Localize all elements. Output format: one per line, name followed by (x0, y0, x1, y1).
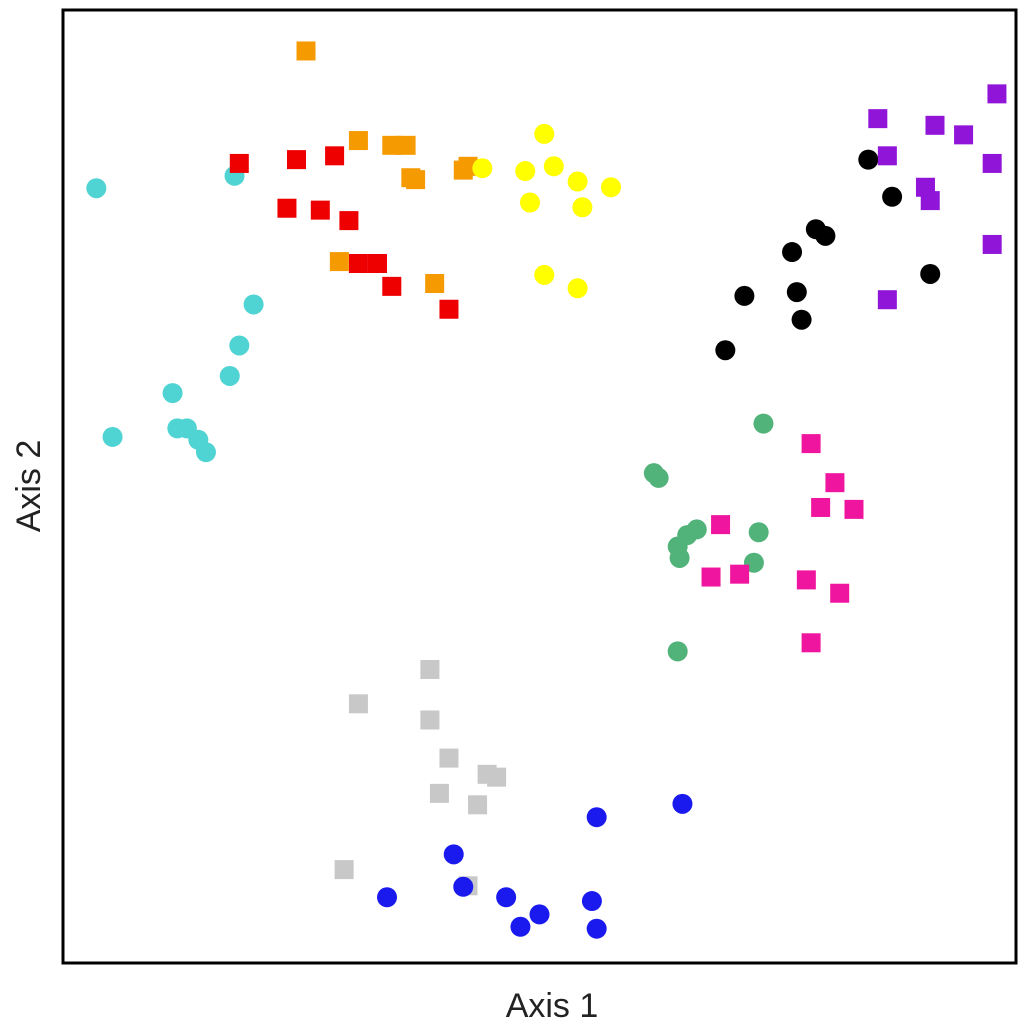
data-point-s9-0 (672, 793, 693, 814)
data-point-s8-5 (487, 767, 507, 787)
data-point-s8-6 (429, 783, 449, 803)
data-point-s4-4 (815, 225, 836, 246)
data-point-s3-9 (567, 278, 588, 299)
data-point-s4-7 (791, 309, 812, 330)
data-point-s4-3 (782, 242, 803, 263)
data-point-s3-8 (534, 264, 555, 285)
data-point-s3-0 (534, 123, 555, 144)
data-point-s1-5 (339, 211, 359, 231)
data-point-s9-9 (586, 918, 607, 939)
y-axis-label: Axis 2 (10, 440, 48, 533)
data-point-s5-9 (877, 290, 897, 310)
data-point-s9-5 (496, 887, 517, 908)
data-point-s0-0 (86, 178, 107, 199)
data-point-s7-9 (801, 633, 821, 653)
data-point-s5-7 (920, 191, 940, 211)
data-point-s4-9 (920, 263, 941, 284)
data-point-s1-4 (310, 200, 330, 220)
data-point-s0-3 (229, 335, 250, 356)
data-point-s0-10 (195, 442, 216, 463)
data-point-s6-0 (753, 413, 774, 434)
data-point-s5-8 (982, 234, 1002, 254)
data-point-s9-4 (453, 876, 474, 897)
data-point-s8-8 (334, 860, 354, 880)
data-point-s7-7 (796, 570, 816, 590)
data-point-s6-7 (669, 547, 690, 568)
data-point-s9-6 (581, 891, 602, 912)
data-point-s9-8 (510, 916, 531, 937)
data-points (86, 41, 1007, 939)
data-point-s8-3 (439, 748, 459, 768)
data-point-s6-4 (686, 519, 707, 540)
data-point-s7-5 (701, 567, 721, 587)
data-point-s7-8 (830, 583, 850, 603)
data-point-s9-2 (443, 844, 464, 865)
data-point-s6-5 (748, 522, 769, 543)
data-point-s5-5 (982, 153, 1002, 173)
data-point-s0-5 (162, 383, 183, 404)
data-point-s5-4 (987, 84, 1007, 104)
data-point-s7-1 (825, 473, 845, 493)
data-point-s9-3 (377, 887, 398, 908)
data-point-s6-9 (667, 641, 688, 662)
x-axis-label: Axis 1 (506, 987, 599, 1024)
data-point-s1-6 (348, 253, 368, 273)
data-point-s2-2 (382, 135, 402, 155)
data-point-s0-4 (219, 365, 240, 386)
data-point-s8-1 (348, 694, 368, 714)
data-point-s2-0 (296, 41, 316, 61)
data-point-s4-6 (786, 282, 807, 303)
data-point-s0-9 (176, 418, 197, 439)
data-point-s8-0 (420, 659, 440, 679)
data-point-s4-0 (858, 149, 879, 170)
data-point-s3-4 (567, 171, 588, 192)
data-point-s5-0 (868, 109, 888, 129)
plot-frame (61, 8, 1018, 965)
data-point-s9-1 (586, 807, 607, 828)
data-point-s1-0 (229, 153, 249, 173)
data-point-s3-1 (472, 158, 493, 179)
data-point-s9-7 (529, 904, 550, 925)
data-point-s5-3 (954, 125, 974, 145)
data-point-s7-2 (811, 497, 831, 517)
data-point-s3-2 (515, 161, 536, 182)
data-point-s2-9 (425, 274, 445, 294)
data-point-s7-4 (711, 515, 731, 535)
data-point-s1-3 (277, 198, 297, 218)
data-point-s8-7 (468, 795, 488, 815)
data-point-s2-3 (396, 135, 416, 155)
data-point-s4-5 (734, 285, 755, 306)
data-point-s3-3 (543, 156, 564, 177)
data-point-s3-6 (519, 192, 540, 213)
data-point-s4-8 (715, 340, 736, 361)
data-point-s3-7 (572, 197, 593, 218)
data-point-s4-1 (882, 186, 903, 207)
data-point-s6-2 (648, 467, 669, 488)
data-point-s7-3 (844, 499, 864, 519)
data-point-s5-1 (877, 146, 897, 166)
data-point-s2-6 (406, 170, 426, 190)
data-point-s7-0 (801, 434, 821, 454)
data-point-s1-9 (439, 299, 459, 319)
data-point-s0-2 (243, 294, 264, 315)
data-point-s8-2 (420, 710, 440, 730)
data-point-s5-2 (925, 115, 945, 135)
data-point-s2-8 (329, 252, 349, 272)
data-point-s7-6 (730, 564, 750, 584)
data-point-s1-1 (286, 150, 306, 170)
data-point-s3-5 (600, 177, 621, 198)
data-point-s2-1 (348, 131, 368, 151)
data-point-s1-2 (325, 146, 345, 166)
data-point-s0-8 (102, 426, 123, 447)
data-point-s1-7 (367, 253, 387, 273)
data-point-s1-8 (382, 276, 402, 296)
